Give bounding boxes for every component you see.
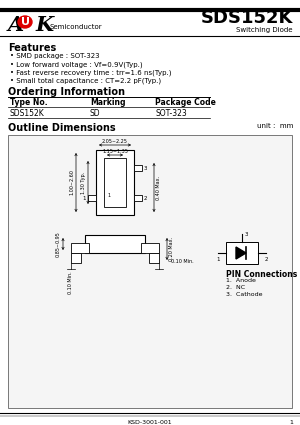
Text: 2: 2	[264, 257, 268, 262]
Text: • Low forward voltage : Vf=0.9V(Typ.): • Low forward voltage : Vf=0.9V(Typ.)	[10, 61, 142, 68]
Bar	[134, 195, 142, 201]
Text: unit :  mm: unit : mm	[256, 123, 293, 129]
Polygon shape	[236, 247, 246, 259]
Bar	[71, 243, 89, 253]
Text: Semiconductor: Semiconductor	[50, 24, 103, 30]
Text: 2.  NC: 2. NC	[226, 285, 245, 290]
Text: 1: 1	[216, 257, 220, 262]
Text: 2: 2	[144, 196, 148, 201]
Text: Package Code: Package Code	[155, 98, 216, 107]
Bar	[134, 165, 142, 171]
Text: • SMD package : SOT-323: • SMD package : SOT-323	[10, 53, 100, 59]
Text: SOT-323: SOT-323	[155, 109, 187, 118]
Text: Ordering Information: Ordering Information	[8, 87, 125, 97]
Bar	[88, 195, 96, 201]
Text: • Small total capacitance : CT=2.2 pF(Typ.): • Small total capacitance : CT=2.2 pF(Ty…	[10, 77, 161, 83]
Bar	[8, 135, 292, 408]
Text: 3: 3	[245, 232, 248, 237]
Text: 1: 1	[107, 193, 110, 198]
Text: KSD-3001-001: KSD-3001-001	[128, 420, 172, 425]
Text: 2.05~2.25: 2.05~2.25	[102, 139, 128, 144]
Text: 0.10 Min.: 0.10 Min.	[171, 259, 194, 264]
Text: PIN Connections: PIN Connections	[226, 270, 297, 279]
Text: SD: SD	[90, 109, 101, 118]
Text: Type No.: Type No.	[10, 98, 48, 107]
Text: 1: 1	[289, 420, 293, 425]
Text: Switching Diode: Switching Diode	[236, 27, 293, 33]
Text: Features: Features	[8, 43, 56, 53]
Text: SDS152K: SDS152K	[201, 9, 293, 27]
Text: 3: 3	[144, 165, 148, 170]
Text: 1: 1	[82, 196, 86, 201]
Bar	[71, 253, 81, 263]
Text: SDS152K: SDS152K	[10, 109, 45, 118]
Ellipse shape	[18, 16, 32, 28]
Text: U: U	[20, 17, 29, 27]
Text: 1.15~1.35: 1.15~1.35	[102, 149, 128, 154]
Text: Outline Dimensions: Outline Dimensions	[8, 123, 115, 133]
Text: K: K	[35, 15, 53, 35]
Bar	[104, 158, 126, 207]
Text: • Fast reverse recovery time : trr=1.6 ns(Typ.): • Fast reverse recovery time : trr=1.6 n…	[10, 69, 172, 76]
Text: 0.20 Max.: 0.20 Max.	[169, 237, 174, 261]
Bar	[141, 243, 159, 253]
Bar	[226, 242, 258, 264]
Bar	[149, 253, 159, 263]
Text: 3.  Cathode: 3. Cathode	[226, 292, 262, 297]
Text: Marking: Marking	[90, 98, 125, 107]
Text: 1.30 Typ.: 1.30 Typ.	[81, 171, 86, 193]
Text: 0.40 Max.: 0.40 Max.	[156, 176, 161, 199]
Text: A: A	[8, 15, 24, 35]
Bar	[85, 235, 145, 253]
Bar	[96, 150, 134, 215]
Text: 0.10 Min.: 0.10 Min.	[68, 271, 74, 294]
Text: 1.00~2.60: 1.00~2.60	[69, 170, 74, 196]
Text: 1.  Anode: 1. Anode	[226, 278, 256, 283]
Text: 0.85~0.95: 0.85~0.95	[56, 231, 61, 257]
